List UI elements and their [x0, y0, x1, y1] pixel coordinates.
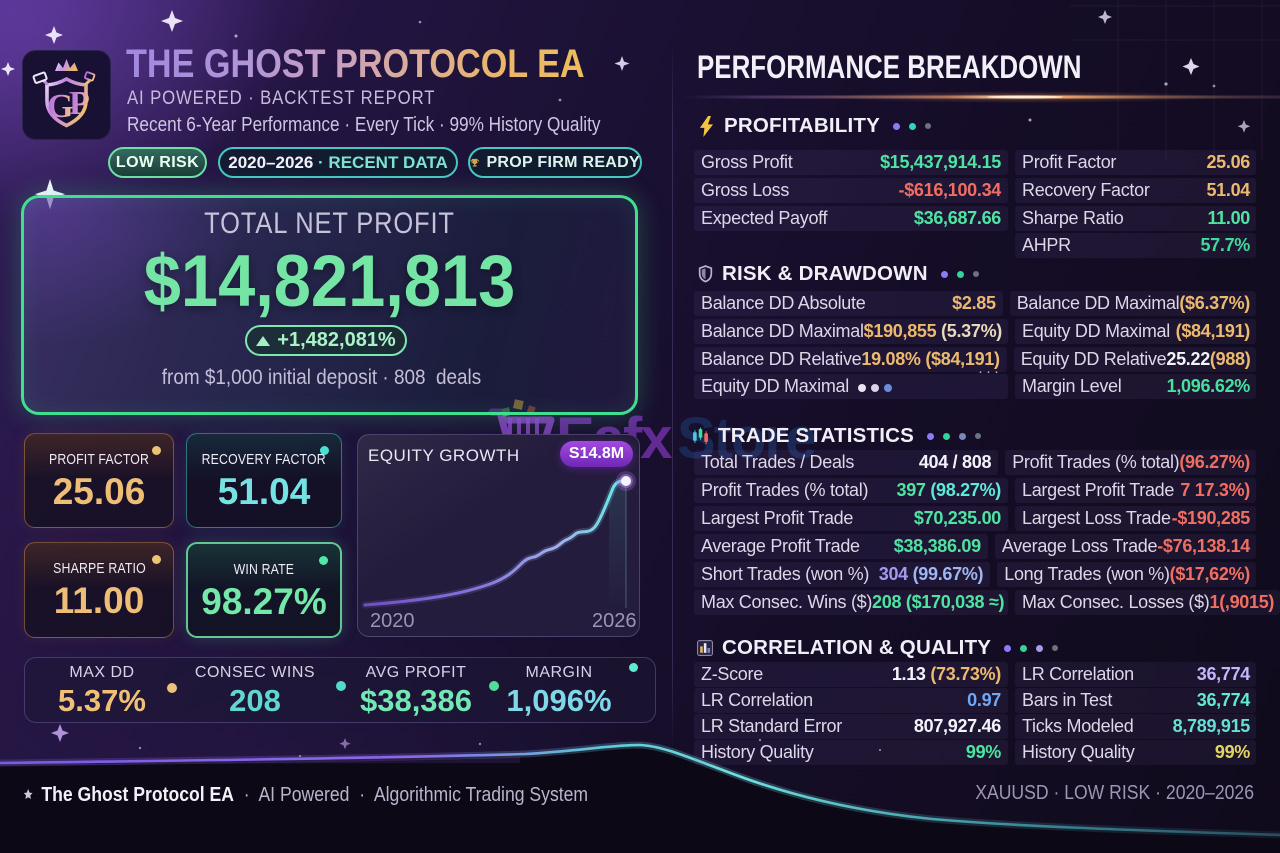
svg-text:P: P	[69, 85, 90, 122]
svg-text:G: G	[47, 88, 73, 125]
svg-text:Store: Store	[677, 406, 814, 471]
